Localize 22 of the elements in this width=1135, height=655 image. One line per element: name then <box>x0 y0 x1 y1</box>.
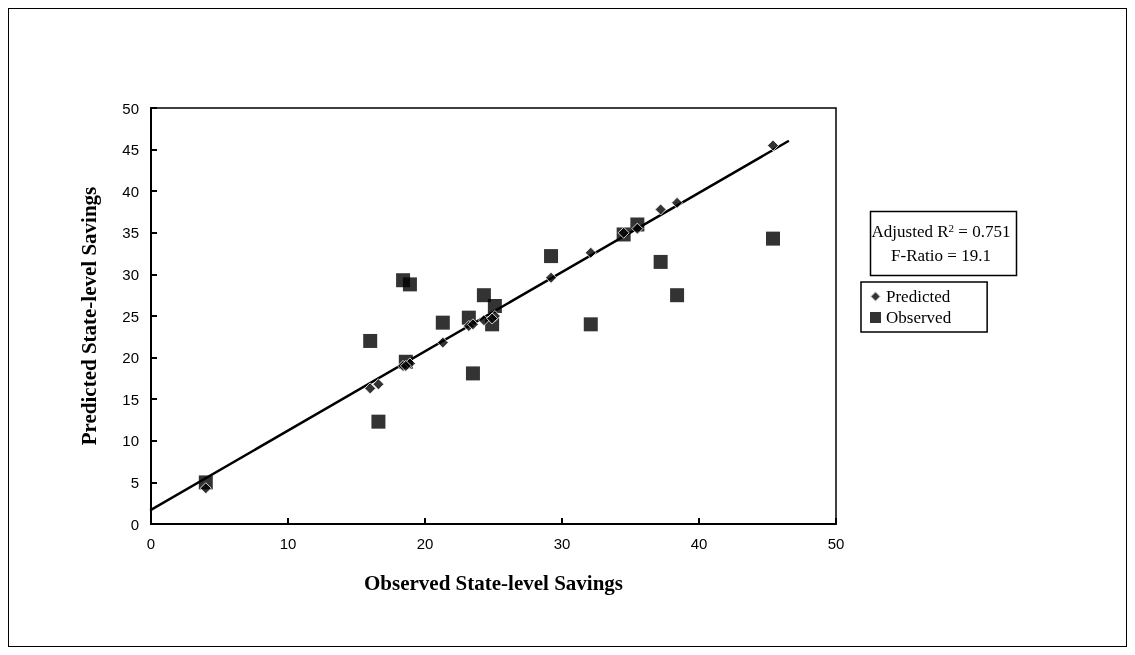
y-tick-label: 25 <box>122 307 139 325</box>
y-tick-label: 20 <box>122 349 139 367</box>
legend-label: Predicted <box>886 287 951 306</box>
y-tick-label: 10 <box>122 432 139 450</box>
x-tick-label: 0 <box>146 535 156 552</box>
y-tick-label: 15 <box>122 390 139 408</box>
x-tick-label: 30 <box>553 535 571 552</box>
x-tick-label: 20 <box>416 535 434 552</box>
y-tick-label: 45 <box>122 141 139 159</box>
x-tick-label: 50 <box>827 535 845 552</box>
text: F-Ratio = 19.1 <box>891 246 991 265</box>
y-tick-label: 40 <box>122 182 139 200</box>
legend-label: Observed <box>886 308 952 327</box>
y-tick-label: 30 <box>122 265 139 283</box>
y-tick-label: 0 <box>130 515 139 533</box>
x-tick-label: 40 <box>690 535 708 552</box>
x-tick-label: 10 <box>279 535 297 552</box>
x-axis-title: Observed State-level Savings <box>364 570 623 595</box>
y-axis-title: Predicted State-level Savings <box>76 186 101 446</box>
y-tick-label: 35 <box>122 224 139 242</box>
y-tick-label: 50 <box>122 99 139 117</box>
y-tick-label: 5 <box>130 473 139 491</box>
